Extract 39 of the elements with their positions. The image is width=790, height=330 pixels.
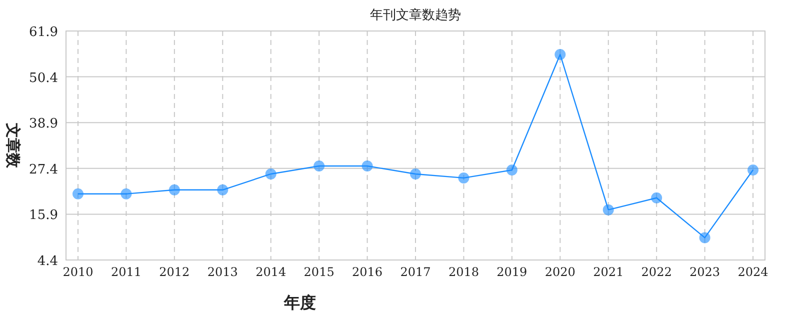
point bbox=[168, 184, 180, 196]
x-tick-label: 2011 bbox=[110, 265, 142, 279]
y-tick-label: 27.4 bbox=[29, 162, 58, 178]
y-tick-label: 15.9 bbox=[29, 208, 58, 224]
x-tick-label: 2022 bbox=[641, 265, 672, 279]
x-tick-label: 2016 bbox=[352, 265, 383, 279]
point bbox=[748, 164, 758, 176]
x-axis-title: 年度 bbox=[283, 293, 316, 312]
x-tick-label: 2015 bbox=[304, 265, 334, 279]
y-tick-label: 61.9 bbox=[29, 25, 58, 40]
point bbox=[651, 192, 662, 204]
x-tick-label: 2014 bbox=[256, 265, 286, 279]
point bbox=[72, 188, 84, 200]
point bbox=[217, 184, 228, 196]
point bbox=[410, 168, 421, 180]
point bbox=[120, 188, 132, 200]
x-tick-label: 2012 bbox=[159, 265, 190, 279]
chart-title: 年刊文章数趋势 bbox=[370, 8, 461, 23]
x-tick-label: 2017 bbox=[400, 265, 431, 279]
y-axis-title: 文章数 bbox=[4, 122, 22, 169]
point bbox=[699, 232, 710, 244]
point bbox=[554, 48, 566, 60]
y-tick-label: 4.4 bbox=[37, 254, 58, 269]
x-tick-label: 2021 bbox=[593, 265, 624, 279]
x-tick-label: 2013 bbox=[207, 265, 238, 279]
x-tick-label: 2018 bbox=[448, 265, 479, 279]
point bbox=[362, 160, 373, 172]
x-tick-label: 2023 bbox=[690, 265, 720, 279]
y-tick-label: 38.9 bbox=[29, 116, 58, 132]
x-tick-label: 2024 bbox=[738, 265, 769, 279]
x-tick-label: 2010 bbox=[62, 265, 94, 279]
point bbox=[265, 168, 276, 180]
x-tick-label: 2019 bbox=[496, 265, 528, 279]
point bbox=[602, 204, 614, 216]
point bbox=[506, 164, 518, 176]
y-tick-label: 50.4 bbox=[29, 70, 58, 86]
x-tick-label: 2020 bbox=[544, 265, 576, 279]
point bbox=[314, 160, 325, 172]
point bbox=[458, 172, 470, 184]
